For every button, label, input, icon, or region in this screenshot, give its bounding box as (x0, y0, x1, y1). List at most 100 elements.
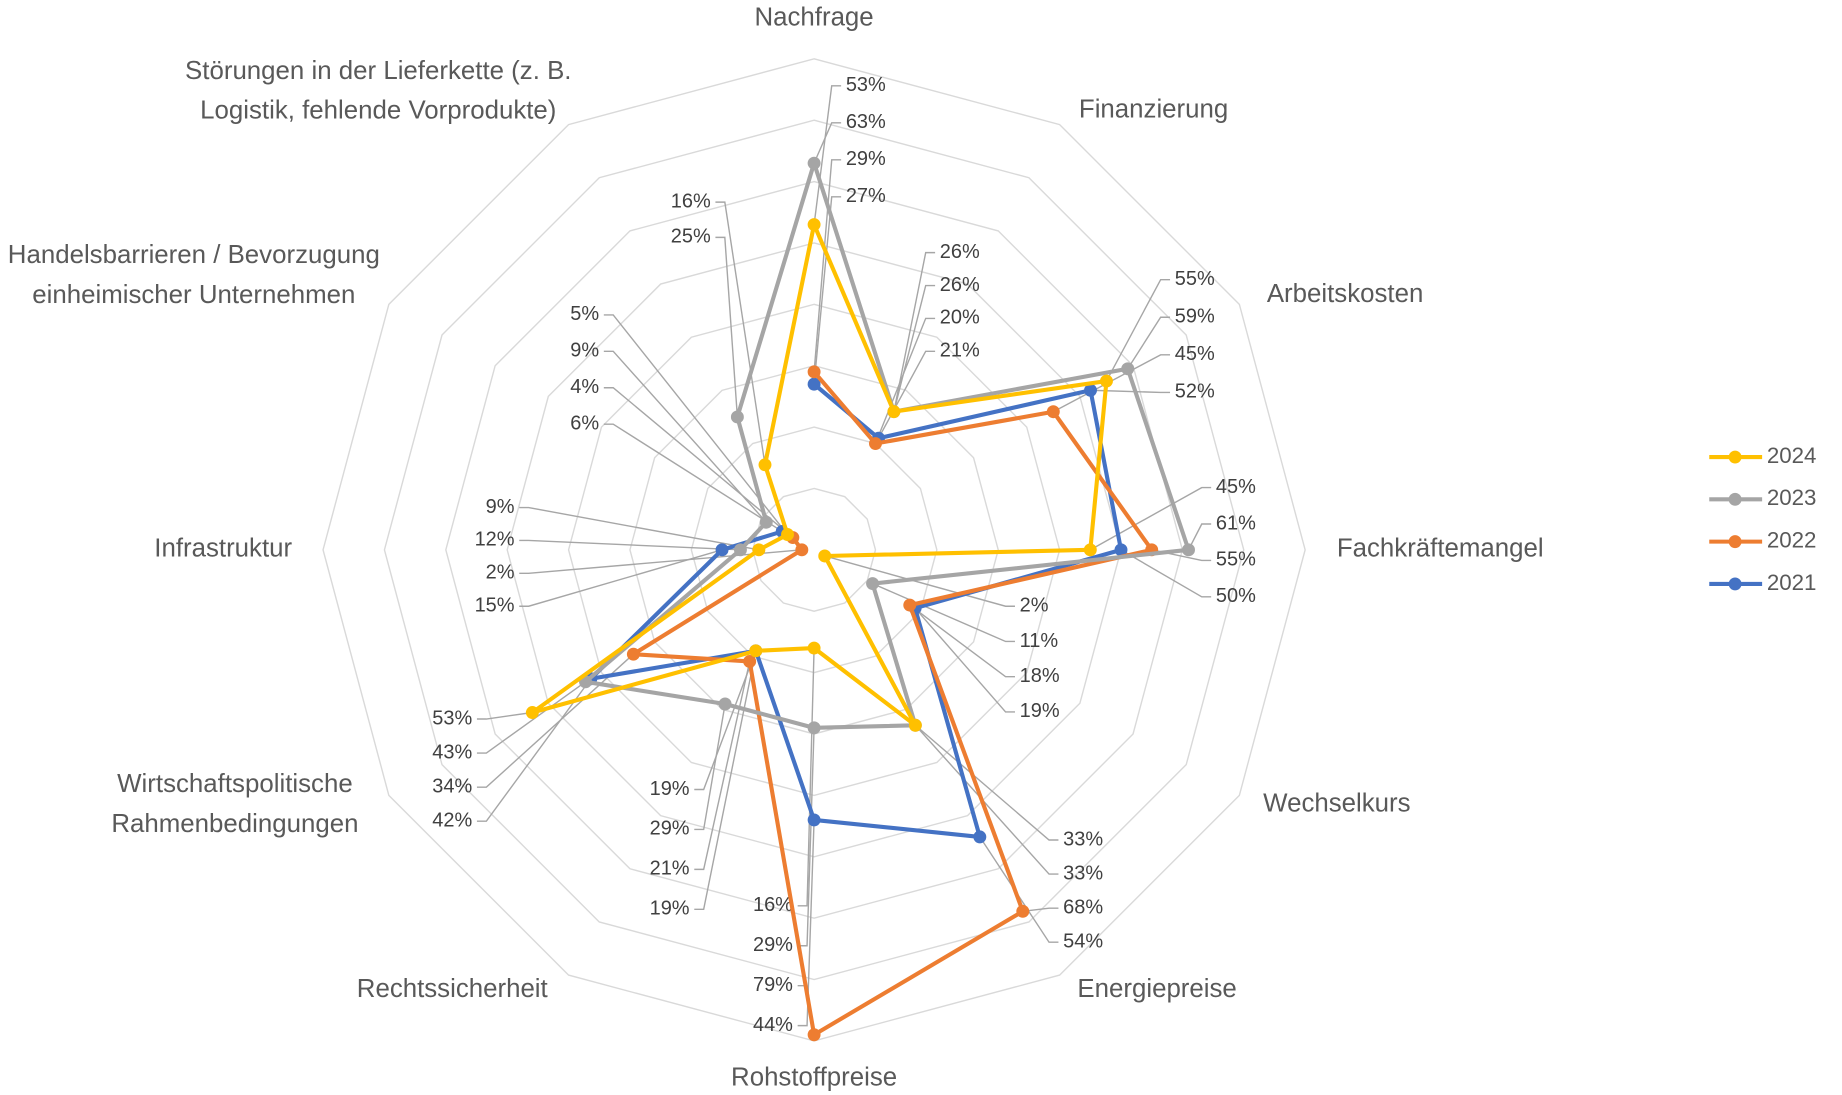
value-label: 12% (475, 529, 515, 551)
value-label: 29% (753, 934, 793, 956)
leader-line (694, 650, 757, 791)
value-label: 53% (432, 707, 472, 729)
category-label: Arbeitskosten (1267, 280, 1423, 308)
legend-marker (1728, 450, 1742, 464)
leader-line (979, 836, 1059, 943)
legend-label: 2023 (1767, 485, 1817, 510)
series-marker (758, 458, 772, 472)
value-label: 63% (846, 111, 886, 133)
category-label: Nachfrage (755, 4, 874, 32)
value-label: 50% (1216, 585, 1256, 607)
leader-line (715, 201, 766, 465)
series-marker (525, 706, 539, 719)
grid-ring (506, 242, 1122, 858)
leader-line (893, 251, 936, 412)
series-marker (743, 655, 757, 668)
category-label: Energiepreise (1077, 975, 1236, 1003)
leader-line (519, 549, 802, 575)
leader-line (824, 555, 1015, 607)
value-label: 21% (940, 340, 980, 362)
series-marker (1083, 543, 1097, 557)
category-label: Wechselkurs (1263, 790, 1410, 818)
leader-line (694, 661, 751, 871)
leader-line (1105, 278, 1171, 382)
leader-line (1022, 907, 1059, 913)
leader-line (914, 724, 1059, 875)
value-label: 26% (940, 241, 980, 263)
leader-line (715, 236, 739, 418)
value-label: 55% (1175, 268, 1215, 290)
value-label: 9% (486, 496, 515, 518)
legend-label: 2024 (1767, 443, 1817, 468)
leader-line (519, 506, 759, 551)
leader-line (694, 703, 726, 831)
value-label: 20% (940, 307, 980, 329)
leader-line (603, 423, 783, 533)
value-label: 34% (432, 775, 472, 797)
series-marker (733, 543, 747, 557)
leader-line (813, 196, 842, 385)
legend-marker (1728, 492, 1742, 506)
series-marker (1182, 543, 1195, 557)
value-label: 16% (671, 190, 711, 212)
series-marker (1100, 374, 1113, 388)
series-marker (795, 543, 809, 557)
value-label: 19% (1020, 700, 1060, 722)
value-label: 9% (570, 340, 599, 362)
series-marker (718, 697, 732, 711)
series-marker (807, 377, 821, 391)
value-label: 53% (846, 74, 886, 96)
value-label: 61% (1216, 512, 1256, 534)
leader-line (519, 539, 741, 551)
series-marker (749, 644, 763, 658)
category-label-box: Handelsbarrieren / Bevorzugung einheimis… (7, 239, 380, 310)
series-marker (807, 641, 821, 655)
series-marker (807, 1028, 821, 1042)
series-marker (908, 718, 922, 732)
leader-line (813, 159, 842, 372)
value-label: 59% (1175, 306, 1215, 328)
leader-line (1187, 523, 1212, 551)
value-label: 44% (753, 1014, 793, 1036)
value-label: 25% (671, 226, 711, 248)
series-marker (1016, 904, 1030, 918)
series-marker (1121, 362, 1135, 376)
leader-line (797, 819, 815, 1027)
category-label: Störungen in der Lieferkette (z. B. Logi… (185, 55, 572, 125)
series-marker (752, 543, 766, 557)
series-marker (781, 528, 794, 541)
series-marker (1046, 405, 1060, 419)
legend-label: 2022 (1767, 528, 1817, 553)
value-label: 11% (1020, 630, 1059, 652)
series-marker (807, 218, 821, 231)
series-marker (903, 598, 917, 612)
leader-line (797, 648, 815, 907)
leader-line (1090, 389, 1171, 394)
series-marker (715, 543, 729, 557)
series-marker (1114, 543, 1128, 557)
leader-line (476, 678, 592, 822)
value-label: 26% (940, 274, 980, 296)
category-label: Rohstoffpreise (731, 1063, 897, 1091)
value-label: 68% (1063, 896, 1103, 918)
category-label: Fachkräftemangel (1337, 535, 1544, 563)
legend-marker (1728, 535, 1742, 549)
series-marker (807, 156, 821, 170)
category-label: Handelsbarrieren / Bevorzugung einheimis… (7, 239, 380, 310)
series-marker (973, 830, 987, 844)
series-marker (807, 721, 821, 735)
value-label: 27% (846, 185, 886, 207)
value-label: 19% (650, 778, 690, 800)
grid-ring (751, 487, 877, 612)
category-label: Wirtschaftspolitische Rahmenbedingungen (111, 768, 359, 838)
leader-line (914, 724, 1059, 841)
value-label: 43% (432, 741, 472, 763)
legend-label: 2021 (1767, 570, 1817, 595)
leader-line (813, 122, 842, 164)
leader-line (694, 650, 757, 911)
grid-ring (383, 119, 1245, 981)
series-marker (887, 405, 901, 419)
series-marker (1084, 383, 1097, 397)
value-label: 18% (1020, 665, 1060, 687)
value-label: 33% (1063, 862, 1103, 884)
